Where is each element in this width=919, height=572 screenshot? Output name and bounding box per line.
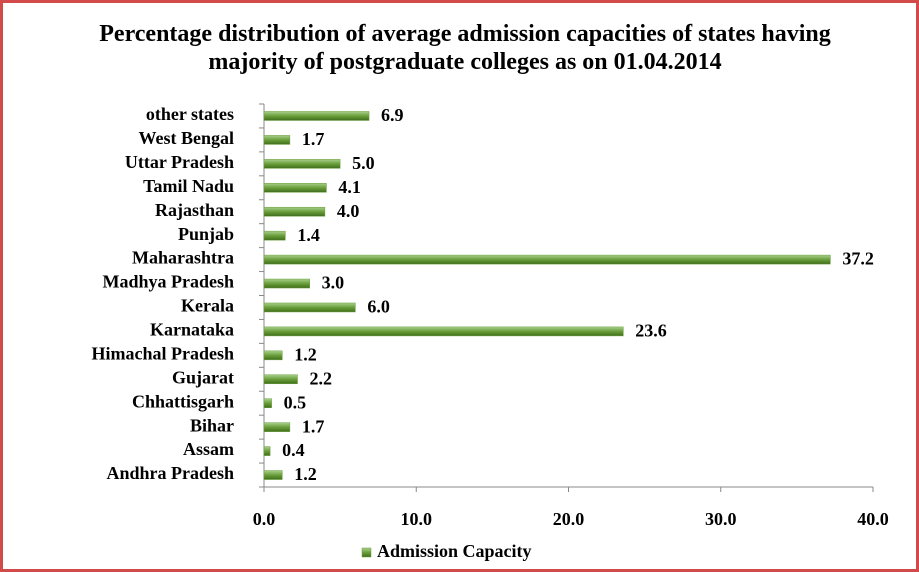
value-label: 0.5 xyxy=(284,392,307,412)
value-label: 2.2 xyxy=(309,368,332,388)
value-label: 6.0 xyxy=(367,297,390,317)
chart-title: Percentage distribution of average admis… xyxy=(99,21,831,75)
x-tick-label: 30.0 xyxy=(705,509,737,529)
bar xyxy=(263,422,291,432)
value-label: 1.7 xyxy=(302,129,325,149)
bar xyxy=(263,350,283,361)
y-tick-label: Andhra Pradesh xyxy=(106,463,234,483)
y-tick-label: Maharashtra xyxy=(132,248,234,268)
value-label: 5.0 xyxy=(352,153,375,173)
y-tick-label: Punjab xyxy=(178,224,234,244)
bar xyxy=(263,135,291,145)
y-tick-label: Kerala xyxy=(181,296,234,316)
y-tick-label: other states xyxy=(146,104,234,124)
bar xyxy=(263,254,831,265)
bar xyxy=(263,326,624,337)
bar xyxy=(263,398,272,408)
y-tick-label: Tamil Nadu xyxy=(143,176,234,196)
value-label: 1.2 xyxy=(294,464,317,484)
value-label: 6.9 xyxy=(381,105,404,125)
x-tick-label: 40.0 xyxy=(857,509,889,529)
bar xyxy=(263,278,310,289)
x-tick-label: 0.0 xyxy=(253,509,276,529)
value-label: 37.2 xyxy=(842,249,874,269)
value-label: 4.1 xyxy=(338,177,361,197)
bar xyxy=(263,446,271,456)
bar xyxy=(263,206,326,217)
y-tick-label: Uttar Pradesh xyxy=(125,152,234,172)
legend-swatch xyxy=(361,547,372,558)
value-label: 0.4 xyxy=(282,440,305,460)
bar xyxy=(263,302,356,313)
bar xyxy=(263,470,283,480)
y-tick-label: Bihar xyxy=(190,415,234,435)
value-label: 1.2 xyxy=(294,344,317,364)
y-tick-label: Madhya Pradesh xyxy=(102,272,234,292)
y-tick-label: West Bengal xyxy=(138,128,234,148)
bar xyxy=(263,159,341,169)
value-label: 23.6 xyxy=(635,321,667,341)
y-tick-label: Gujarat xyxy=(172,367,234,387)
bar xyxy=(263,374,298,385)
x-tick-label: 10.0 xyxy=(401,509,433,529)
bar xyxy=(263,183,327,193)
value-label: 3.0 xyxy=(322,273,345,293)
y-tick-label: Karnataka xyxy=(150,320,234,340)
y-tick-label: Assam xyxy=(183,439,234,459)
y-tick-label: Rajasthan xyxy=(155,200,234,220)
value-label: 1.7 xyxy=(302,416,325,436)
bar xyxy=(263,230,286,241)
y-tick-label: Himachal Pradesh xyxy=(92,343,235,363)
value-label: 1.4 xyxy=(297,225,320,245)
y-tick-label: Chhattisgarh xyxy=(132,391,234,411)
x-tick-label: 20.0 xyxy=(553,509,585,529)
bar xyxy=(263,111,370,121)
legend-label: Admission Capacity xyxy=(377,541,532,561)
value-label: 4.0 xyxy=(337,201,360,221)
